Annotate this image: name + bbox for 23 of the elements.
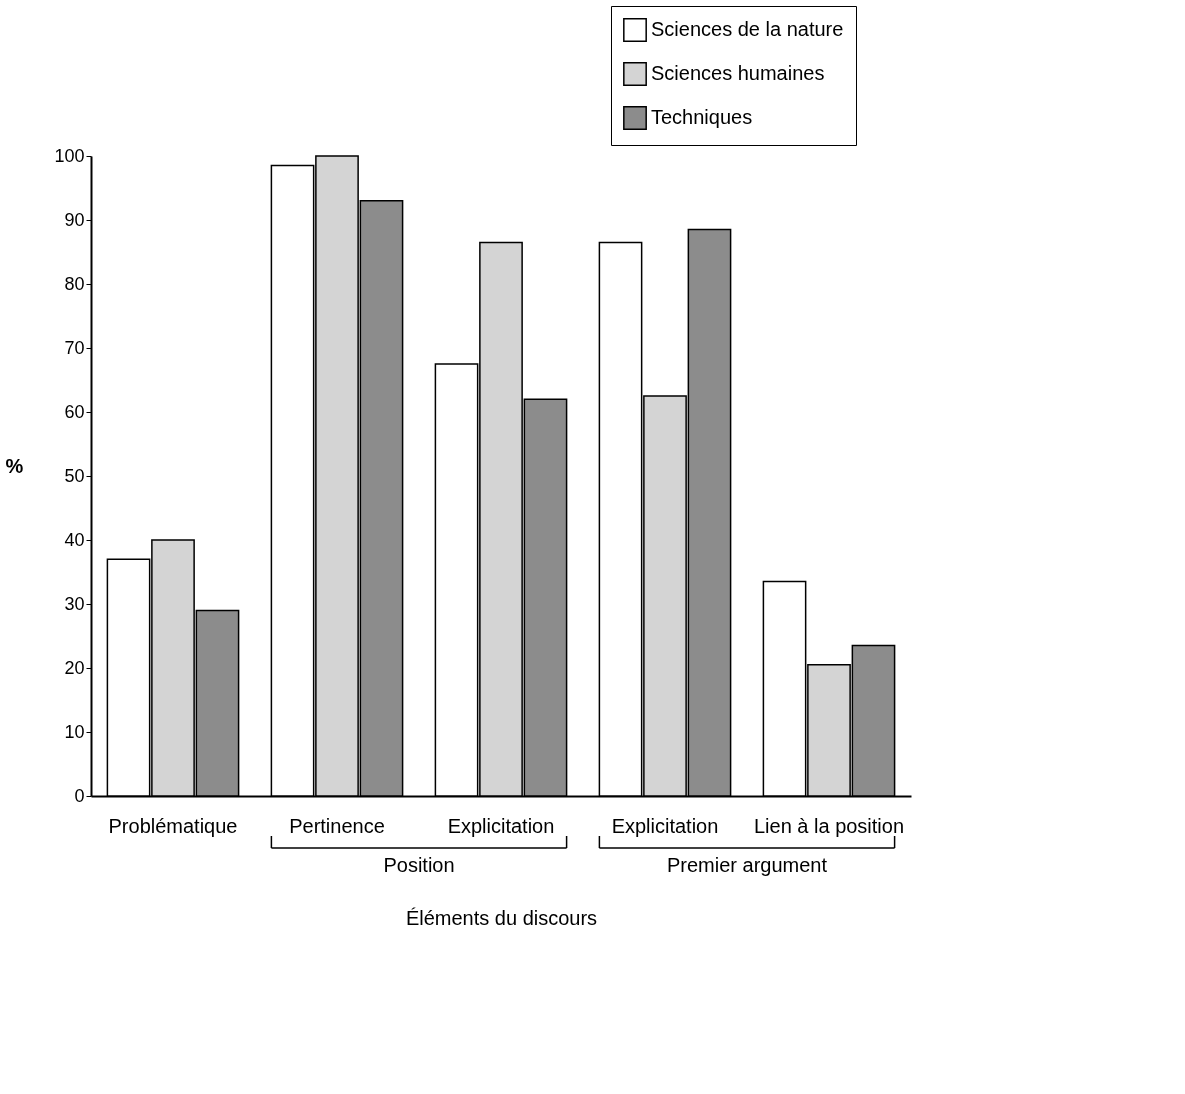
y-tick-label: 20 xyxy=(64,657,85,678)
x-tick-label: Pertinence xyxy=(289,814,385,837)
y-tick-label: 50 xyxy=(64,465,85,486)
x-tick-label: Lien à la position xyxy=(753,814,905,837)
text: Position xyxy=(383,854,455,876)
y-tick-label: 30 xyxy=(64,593,85,614)
y-tick-label: 0 xyxy=(74,785,85,806)
y-tick-label: 70 xyxy=(64,337,85,358)
legend-label: Techniques xyxy=(651,106,753,128)
y-tick-label: 60 xyxy=(64,401,85,422)
x-tick-label: Problématique xyxy=(108,814,238,837)
x-tick-label: Explicitation xyxy=(447,814,555,837)
y-tick-label: 100 xyxy=(54,145,85,166)
y-tick-label: 40 xyxy=(64,529,85,550)
y-tick-label: 90 xyxy=(64,209,85,230)
x-axis-title: Éléments du discours xyxy=(405,906,598,929)
x-tick-label: Explicitation xyxy=(611,814,719,837)
y-tick-label: 80 xyxy=(64,273,85,294)
y-axis-title: % xyxy=(5,454,24,477)
legend-label: Sciences de la nature xyxy=(651,18,844,40)
text: Premier argument xyxy=(666,854,828,876)
legend-label: Sciences humaines xyxy=(651,62,825,84)
y-tick-label: 10 xyxy=(64,721,85,742)
